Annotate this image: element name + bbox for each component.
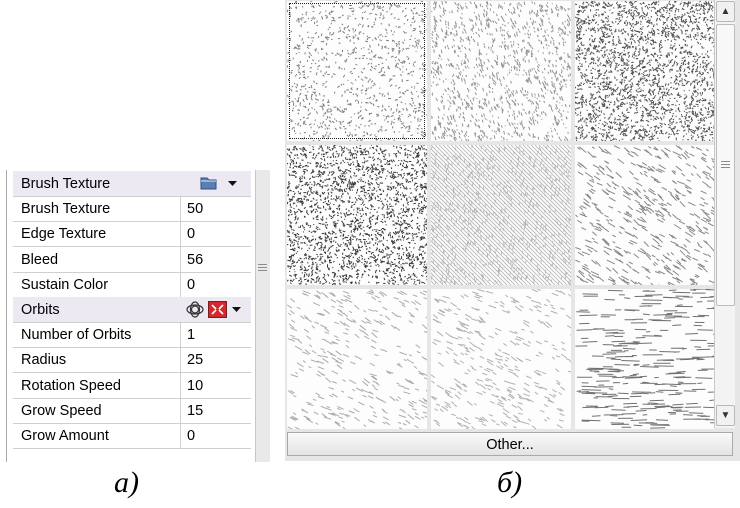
orbit-grid-icon[interactable]	[208, 301, 227, 322]
property-name: Brush Texture	[21, 201, 111, 218]
caption-b: б)	[497, 466, 523, 499]
texture-diagonal-hatch[interactable]	[431, 145, 571, 285]
column-divider[interactable]	[180, 196, 181, 222]
property-name: Grow Amount	[21, 428, 109, 444]
scrollbar-thumb[interactable]	[716, 24, 735, 306]
scrollbar-grip-icon[interactable]	[258, 264, 267, 274]
other-button[interactable]: Other...	[287, 432, 733, 456]
property-row[interactable]: Brush Texture 50	[13, 196, 251, 223]
property-name: Number of Orbits	[21, 327, 132, 344]
property-row[interactable]: Grow Speed 15	[13, 397, 251, 424]
property-value[interactable]: 0	[187, 428, 196, 444]
property-name: Radius	[21, 352, 67, 369]
texture-soft-strokes[interactable]	[575, 145, 715, 285]
column-divider[interactable]	[180, 372, 181, 398]
column-divider[interactable]	[180, 322, 181, 348]
scroll-up-arrow-icon[interactable]: ▲	[716, 1, 735, 22]
property-value[interactable]: 1	[187, 327, 196, 344]
texture-fine-speckle[interactable]	[287, 1, 427, 141]
texture-scrollbar[interactable]: ▲ ▼	[714, 0, 735, 428]
orbit-link-icon[interactable]	[185, 301, 205, 322]
property-row[interactable]: Edge Texture 0	[13, 221, 251, 248]
property-row[interactable]: Rotation Speed 10	[13, 372, 251, 399]
property-value[interactable]: 0	[187, 226, 196, 243]
property-row[interactable]: Sustain Color 0	[13, 271, 251, 298]
caption-a: a)	[114, 466, 139, 499]
property-value[interactable]: 25	[187, 352, 204, 369]
property-row[interactable]: Radius 25	[13, 347, 251, 374]
section-header-row[interactable]: Brush Texture	[13, 171, 251, 197]
texture-light-grain[interactable]	[431, 1, 571, 141]
property-row[interactable]: Grow Amount 0	[13, 423, 251, 449]
dropdown-arrow-icon[interactable]	[231, 301, 242, 321]
property-row[interactable]: Bleed 56	[13, 246, 251, 273]
texture-faint-strokes[interactable]	[287, 289, 427, 429]
property-name: Rotation Speed	[21, 377, 121, 394]
section-title: Orbits	[21, 302, 60, 318]
property-name: Grow Speed	[21, 402, 102, 419]
property-name: Edge Texture	[21, 226, 107, 243]
property-grid: Brush Texture Brush Texture 50 Edge Texture…	[6, 170, 271, 462]
section-title: Brush Texture	[21, 176, 111, 192]
property-value[interactable]: 50	[187, 201, 204, 218]
property-name: Sustain Color	[21, 276, 109, 293]
scroll-down-arrow-icon[interactable]: ▼	[716, 405, 735, 426]
property-value[interactable]: 0	[187, 276, 196, 293]
property-row[interactable]: Number of Orbits 1	[13, 322, 251, 349]
column-divider[interactable]	[180, 397, 181, 423]
folder-icon[interactable]	[200, 175, 218, 195]
scrollbar-grip-icon	[721, 161, 730, 170]
property-name: Bleed	[21, 251, 59, 268]
property-value[interactable]: 56	[187, 251, 204, 268]
texture-faint-grain[interactable]	[431, 289, 571, 429]
property-value[interactable]: 10	[187, 377, 204, 394]
texture-dense-grain[interactable]	[575, 1, 715, 141]
column-divider[interactable]	[180, 423, 181, 448]
property-value[interactable]: 15	[187, 402, 204, 419]
section-header-row[interactable]: Orbits	[13, 297, 251, 323]
column-divider[interactable]	[180, 347, 181, 373]
property-grid-scrollbar[interactable]	[255, 170, 270, 462]
texture-coarse-speckle[interactable]	[287, 145, 427, 285]
texture-picker: ▲ ▼ Other...	[285, 0, 740, 461]
column-divider[interactable]	[180, 221, 181, 247]
texture-horizontal-streaks[interactable]	[575, 289, 715, 429]
column-divider[interactable]	[180, 246, 181, 272]
dropdown-arrow-icon[interactable]	[227, 175, 238, 195]
column-divider[interactable]	[180, 271, 181, 297]
